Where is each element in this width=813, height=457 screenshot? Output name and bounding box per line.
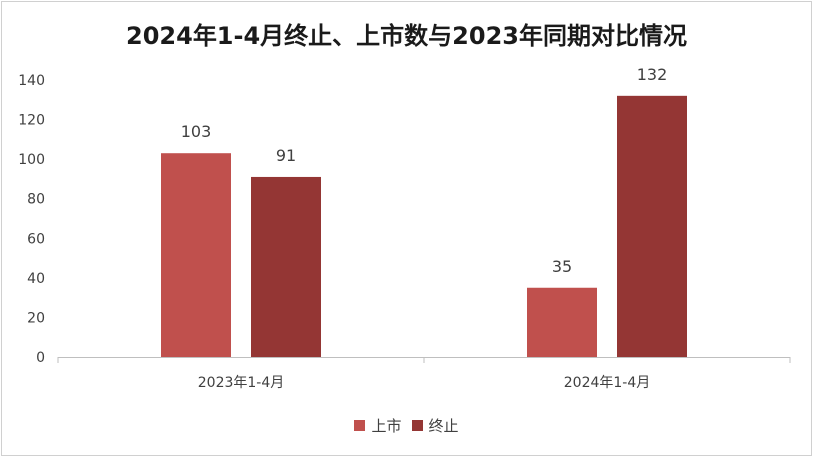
y-tick-label: 0 bbox=[36, 350, 45, 366]
legend-swatch-listed bbox=[354, 420, 366, 431]
data-label: 103 bbox=[181, 122, 212, 141]
x-tick-label: 2023年1-4月 bbox=[198, 375, 285, 391]
data-label: 91 bbox=[276, 146, 296, 165]
y-tick-label: 40 bbox=[27, 271, 45, 287]
y-tick-label: 80 bbox=[27, 192, 45, 208]
y-tick-label: 140 bbox=[18, 73, 45, 89]
data-label: 35 bbox=[552, 257, 572, 276]
x-tick-label: 2024年1-4月 bbox=[564, 375, 651, 391]
legend-label-terminated: 终止 bbox=[428, 417, 459, 435]
legend-swatch-terminated bbox=[411, 420, 423, 431]
y-tick-label: 60 bbox=[27, 231, 45, 247]
legend-label-listed: 上市 bbox=[371, 417, 402, 435]
bar-terminated bbox=[617, 95, 687, 357]
bar-listed bbox=[161, 153, 231, 357]
legend-item-listed: 上市 bbox=[354, 415, 402, 436]
legend: 上市 终止 bbox=[0, 415, 813, 436]
bar-terminated bbox=[251, 176, 321, 357]
legend-item-terminated: 终止 bbox=[411, 415, 459, 436]
y-tick-label: 100 bbox=[18, 152, 45, 168]
bar-listed bbox=[527, 287, 597, 357]
chart-title: 2024年1-4月终止、上市数与2023年同期对比情况 bbox=[126, 22, 687, 50]
data-label: 132 bbox=[637, 65, 668, 84]
y-tick-label: 120 bbox=[18, 113, 45, 129]
y-tick-label: 20 bbox=[27, 310, 45, 326]
